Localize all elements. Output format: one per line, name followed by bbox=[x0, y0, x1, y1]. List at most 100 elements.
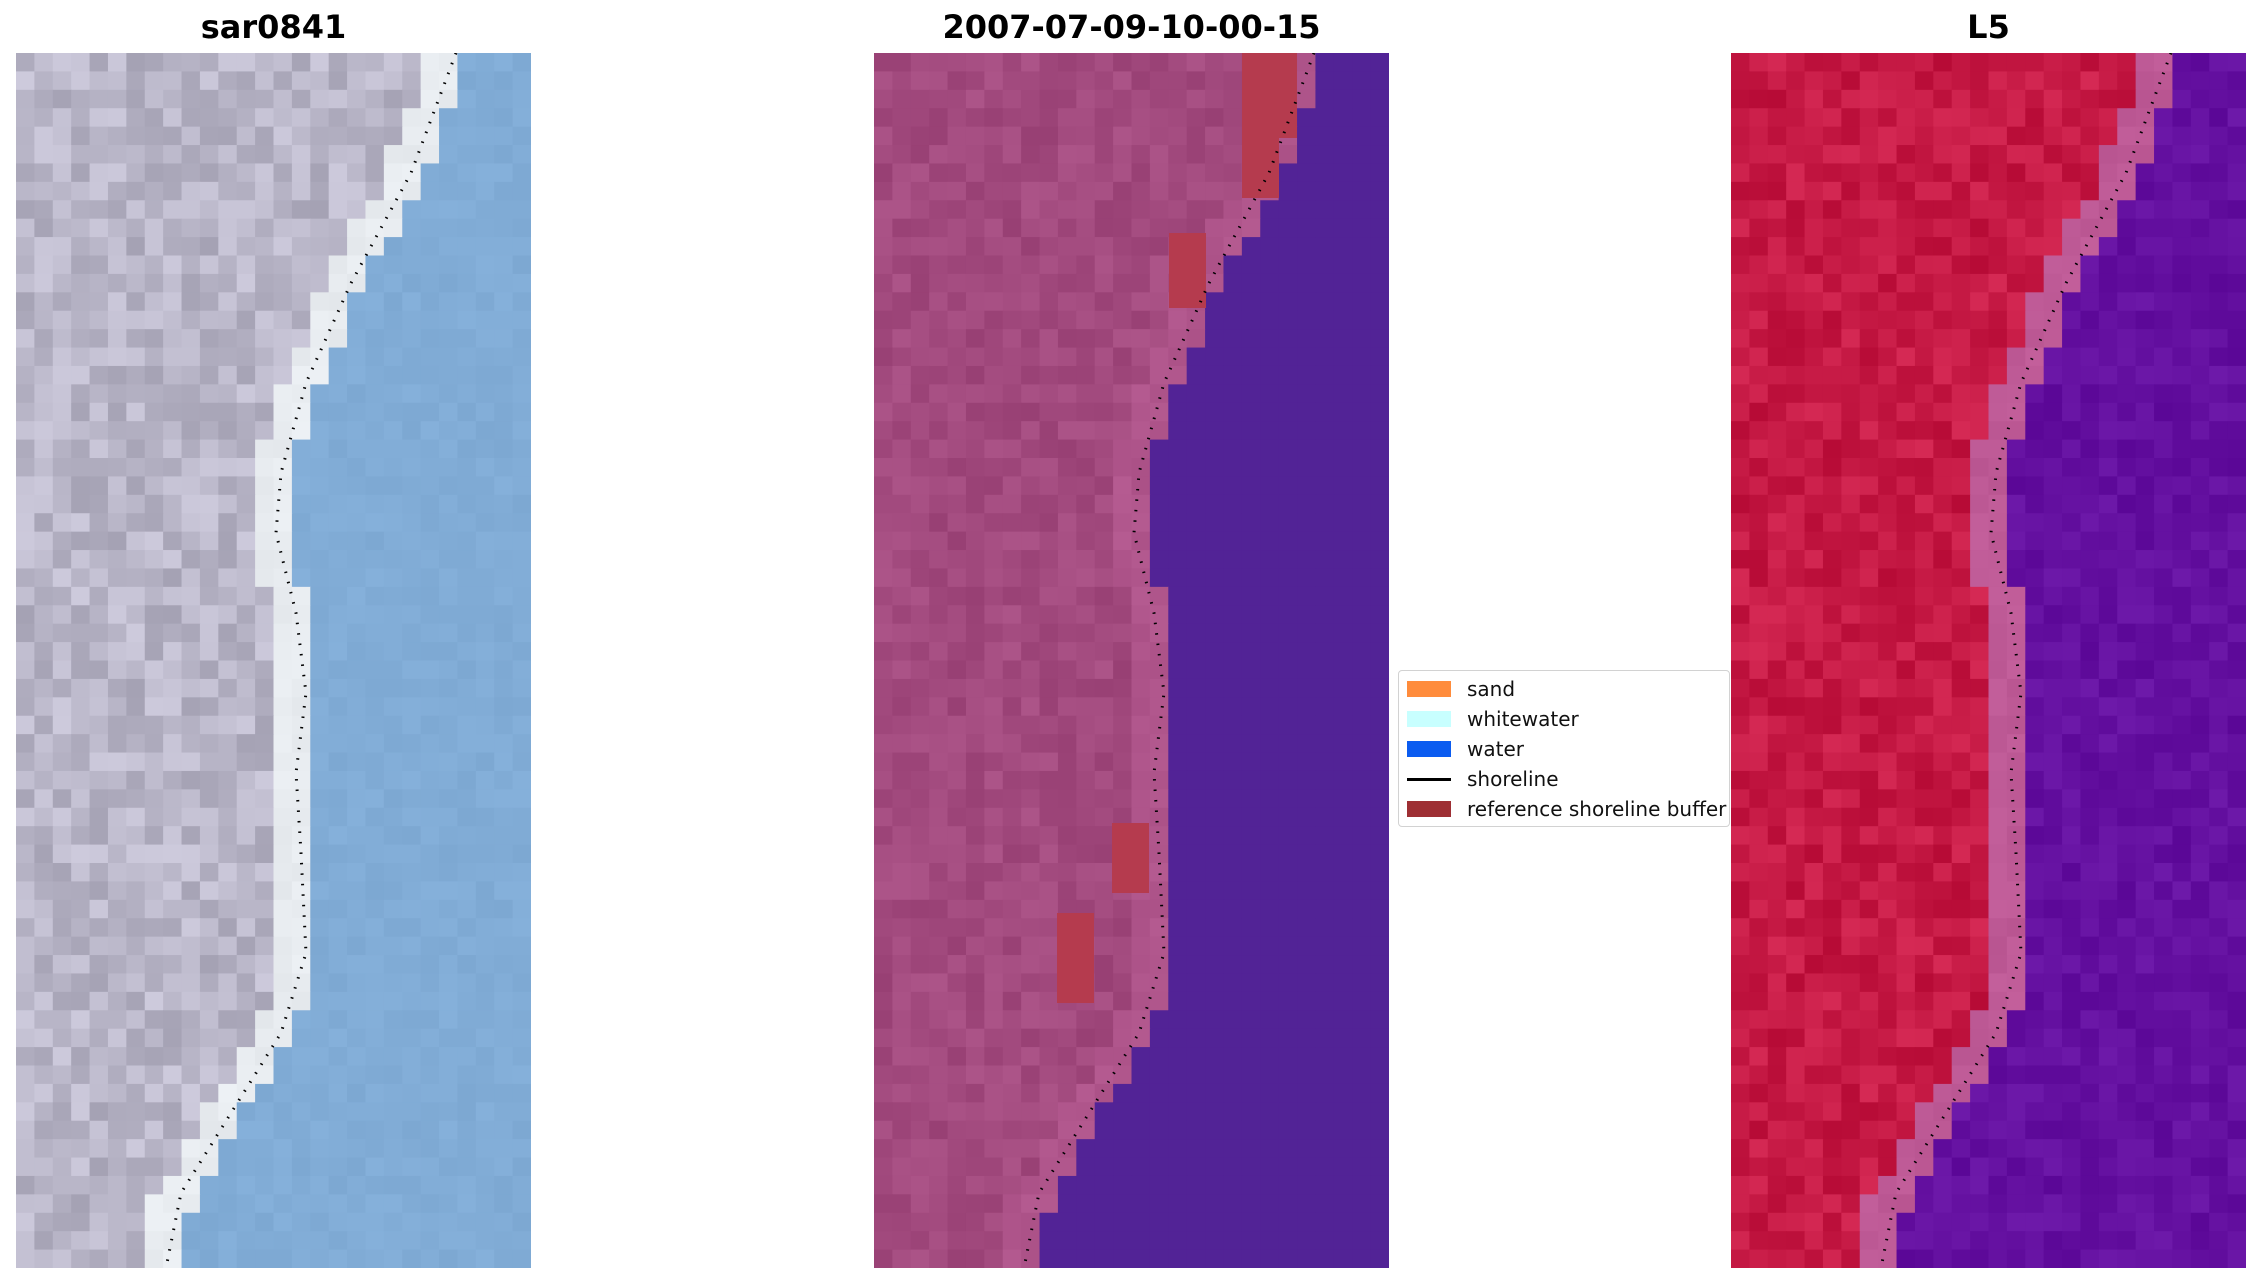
pixel-cell bbox=[874, 218, 893, 238]
pixel-cell bbox=[2080, 200, 2100, 220]
pixel-cell bbox=[328, 826, 348, 846]
pixel-cell bbox=[420, 458, 440, 478]
pixel-cell bbox=[1297, 752, 1317, 772]
pixel-cell bbox=[218, 255, 238, 275]
pixel-cell bbox=[273, 734, 293, 754]
pixel-cell bbox=[1168, 899, 1188, 919]
pixel-cell bbox=[2025, 108, 2045, 128]
pixel-cell bbox=[1149, 494, 1169, 514]
pixel-cell bbox=[439, 1231, 459, 1251]
pixel-cell bbox=[1914, 715, 1934, 735]
pixel-cell bbox=[1002, 163, 1022, 183]
pixel-cell bbox=[383, 163, 403, 183]
pixel-cell bbox=[1241, 255, 1261, 275]
pixel-cell bbox=[1149, 531, 1169, 551]
pixel-cell bbox=[2043, 586, 2063, 606]
pixel-cell bbox=[163, 329, 183, 349]
pixel-cell bbox=[1205, 1231, 1225, 1251]
pixel-cell bbox=[457, 789, 477, 809]
pixel-cell bbox=[1859, 329, 1879, 349]
pixel-cell bbox=[494, 936, 514, 956]
pixel-cell bbox=[383, 292, 403, 312]
pixel-cell bbox=[255, 1249, 275, 1268]
pixel-cell bbox=[16, 1212, 35, 1232]
pixel-cell bbox=[34, 237, 54, 257]
pixel-cell bbox=[255, 881, 275, 901]
pixel-cell bbox=[16, 752, 35, 772]
pixel-cell bbox=[1113, 71, 1133, 91]
pixel-cell bbox=[929, 200, 949, 220]
pixel-cell bbox=[947, 1231, 967, 1251]
pixel-cell bbox=[1841, 550, 1861, 570]
pixel-cell bbox=[1786, 163, 1806, 183]
pixel-cell bbox=[2135, 181, 2155, 201]
pixel-cell bbox=[984, 163, 1004, 183]
pixel-cell bbox=[947, 402, 967, 422]
pixel-cell bbox=[107, 458, 127, 478]
pixel-cell bbox=[1731, 513, 1750, 533]
pixel-cell bbox=[965, 439, 985, 459]
pixel-cell bbox=[1039, 1102, 1059, 1122]
pixel-cell bbox=[2190, 126, 2210, 146]
pixel-cell bbox=[1113, 568, 1133, 588]
pixel-cell bbox=[892, 1028, 912, 1048]
pixel-cell bbox=[383, 347, 403, 367]
pixel-cell bbox=[2227, 881, 2246, 901]
pixel-cell bbox=[1131, 1157, 1151, 1177]
pixel-cell bbox=[291, 734, 311, 754]
pixel-cell bbox=[2154, 181, 2174, 201]
pixel-cell bbox=[1186, 439, 1206, 459]
pixel-cell bbox=[181, 513, 201, 533]
pixel-cell bbox=[1822, 163, 1842, 183]
pixel-cell bbox=[236, 1102, 256, 1122]
pixel-cell bbox=[1352, 550, 1372, 570]
pixel-cell bbox=[947, 734, 967, 754]
pixel-cell bbox=[144, 881, 164, 901]
pixel-cell bbox=[383, 605, 403, 625]
pixel-cell bbox=[1297, 1212, 1317, 1232]
pixel-cell bbox=[255, 1083, 275, 1103]
pixel-cell bbox=[1094, 292, 1114, 312]
pixel-cell bbox=[2025, 458, 2045, 478]
pixel-cell bbox=[310, 458, 330, 478]
pixel-cell bbox=[1039, 586, 1059, 606]
pixel-cell bbox=[383, 826, 403, 846]
pixel-cell bbox=[107, 273, 127, 293]
pixel-cell bbox=[1149, 1028, 1169, 1048]
pixel-cell bbox=[2135, 660, 2155, 680]
pixel-cell bbox=[1021, 531, 1041, 551]
pixel-cell bbox=[218, 1083, 238, 1103]
pixel-cell bbox=[1205, 936, 1225, 956]
pixel-cell bbox=[1113, 715, 1133, 735]
pixel-cell bbox=[365, 605, 385, 625]
pixel-cell bbox=[1168, 145, 1188, 165]
pixel-cell bbox=[439, 200, 459, 220]
pixel-cell bbox=[1039, 292, 1059, 312]
pixel-cell bbox=[1057, 697, 1077, 717]
pixel-cell bbox=[947, 1212, 967, 1232]
pixel-cell bbox=[1988, 384, 2008, 404]
pixel-cell bbox=[89, 1083, 109, 1103]
pixel-cell bbox=[457, 181, 477, 201]
pixel-cell bbox=[1315, 550, 1335, 570]
pixel-cell bbox=[1749, 458, 1769, 478]
pixel-cell bbox=[199, 402, 219, 422]
pixel-cell bbox=[1767, 402, 1787, 422]
pixel-cell bbox=[328, 1231, 348, 1251]
pixel-cell bbox=[874, 200, 893, 220]
pixel-cell bbox=[1878, 513, 1898, 533]
pixel-cell bbox=[457, 550, 477, 570]
pixel-cell bbox=[310, 1102, 330, 1122]
pixel-cell bbox=[328, 402, 348, 422]
pixel-cell bbox=[1749, 568, 1769, 588]
pixel-cell bbox=[52, 89, 72, 109]
pixel-cell bbox=[1241, 1102, 1261, 1122]
pixel-cell bbox=[310, 1028, 330, 1048]
pixel-cell bbox=[1002, 1212, 1022, 1232]
pixel-cell bbox=[1094, 623, 1114, 643]
pixel-cell bbox=[874, 770, 893, 790]
pixel-cell bbox=[929, 1047, 949, 1067]
pixel-cell bbox=[2154, 844, 2174, 864]
pixel-cell bbox=[1205, 789, 1225, 809]
pixel-cell bbox=[163, 163, 183, 183]
